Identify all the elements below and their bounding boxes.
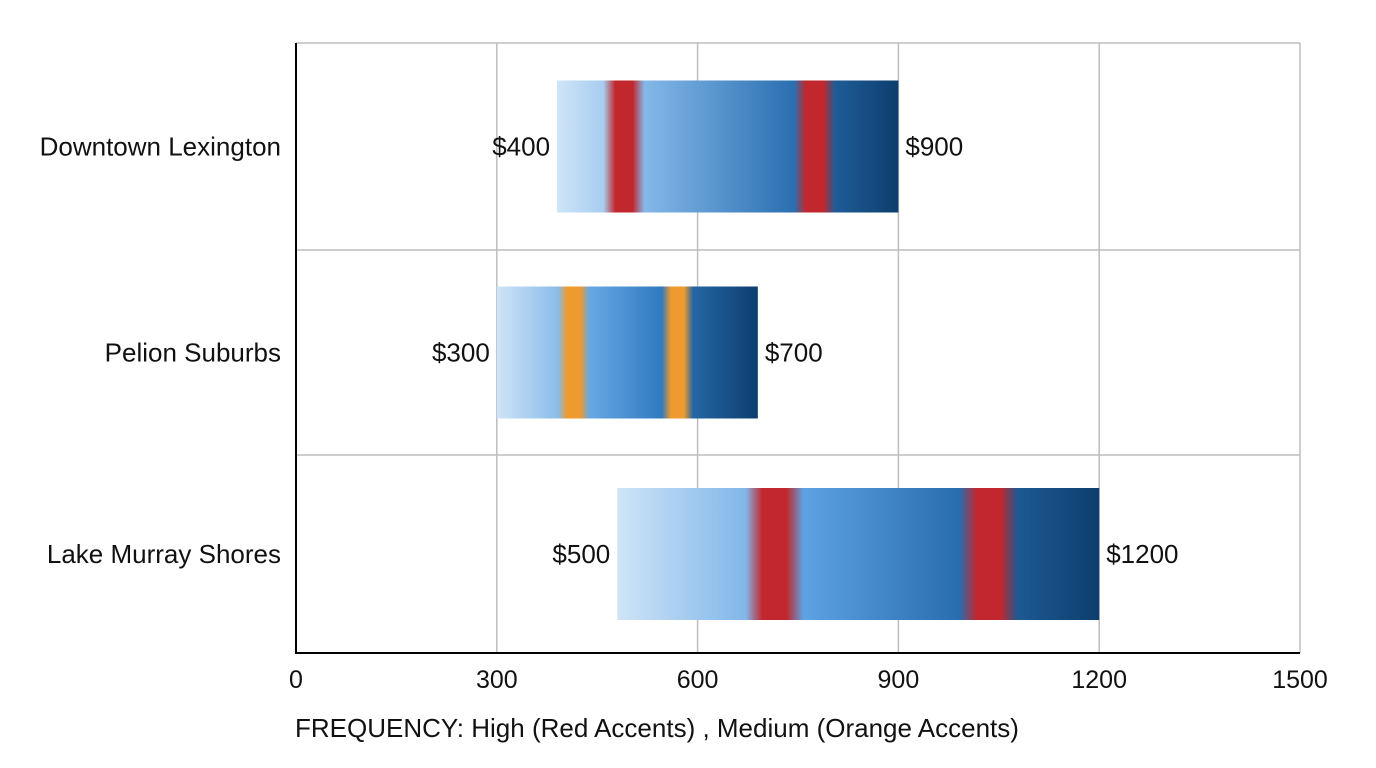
range-bar xyxy=(557,80,899,213)
labels: Downtown Lexington $400 $900 Pelion Suburbs… xyxy=(40,132,1328,695)
range-end-label: $1200 xyxy=(1106,539,1178,569)
category-label: Lake Murray Shores xyxy=(47,539,281,569)
axes xyxy=(295,43,1300,654)
range-bar xyxy=(617,488,1100,620)
range-start-label: $400 xyxy=(492,132,550,162)
x-tick-label: 1500 xyxy=(1272,666,1328,694)
x-tick-label: 900 xyxy=(878,666,920,694)
range-bars xyxy=(496,80,1100,620)
category-label: Downtown Lexington xyxy=(40,132,281,162)
frequency-footnote: FREQUENCY: High (Red Accents) , Medium (… xyxy=(295,713,1019,743)
range-bar xyxy=(496,286,758,419)
x-tick-label: 0 xyxy=(289,666,303,694)
range-end-label: $900 xyxy=(905,132,963,162)
x-tick-label: 1200 xyxy=(1071,666,1127,694)
x-tick-label: 300 xyxy=(476,666,518,694)
range-end-label: $700 xyxy=(765,338,823,368)
range-start-label: $500 xyxy=(552,539,610,569)
x-tick-label: 600 xyxy=(677,666,719,694)
range-start-label: $300 xyxy=(432,338,490,368)
category-label: Pelion Suburbs xyxy=(105,338,281,368)
